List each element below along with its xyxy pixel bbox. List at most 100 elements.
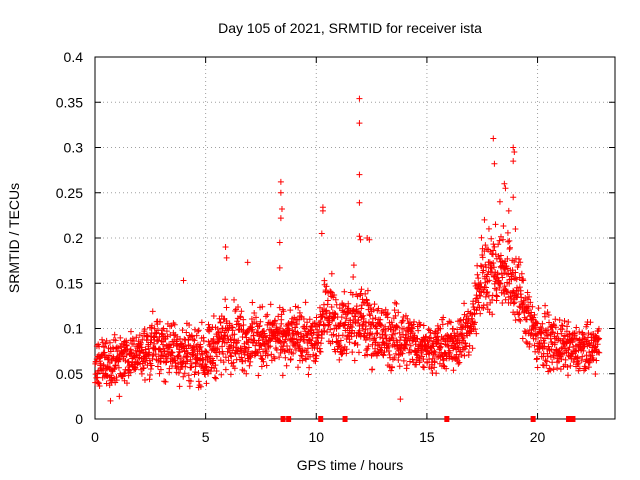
- data-point: [362, 290, 369, 297]
- data-point: [373, 352, 380, 359]
- data-point: [272, 317, 279, 324]
- data-point: [358, 305, 365, 312]
- data-point: [413, 361, 420, 368]
- data-point: [191, 337, 198, 344]
- data-point: [138, 370, 145, 377]
- data-point: [471, 311, 478, 318]
- data-point: [195, 327, 202, 334]
- data-point: [545, 312, 552, 319]
- y-tick-label: 0.4: [64, 49, 84, 65]
- data-point: [499, 299, 506, 306]
- data-point: [158, 330, 165, 337]
- y-tick-label: 0: [75, 411, 83, 427]
- data-point: [96, 343, 103, 350]
- data-point: [504, 255, 511, 262]
- data-point: [356, 309, 363, 316]
- data-point: [493, 297, 500, 304]
- data-point: [205, 321, 212, 328]
- data-point: [185, 372, 192, 379]
- y-tick-label: 0.15: [56, 275, 83, 291]
- data-point: [248, 336, 255, 343]
- data-point: [343, 315, 350, 322]
- data-point: [492, 221, 499, 228]
- data-point: [195, 378, 202, 385]
- data-point: [186, 383, 193, 390]
- data-point: [415, 327, 422, 334]
- data-point: [213, 346, 220, 353]
- data-point: [563, 339, 570, 346]
- data-point: [132, 366, 139, 373]
- data-point: [590, 356, 597, 363]
- data-point: [576, 365, 583, 372]
- data-point: [407, 342, 414, 349]
- data-point: [364, 287, 371, 294]
- data-point: [450, 355, 457, 362]
- data-point: [538, 330, 545, 337]
- data-point: [455, 360, 462, 367]
- data-point: [403, 331, 410, 338]
- data-point: [399, 318, 406, 325]
- data-point: [107, 397, 114, 404]
- data-point: [400, 313, 407, 320]
- data-point: [156, 318, 163, 325]
- data-point: [544, 353, 551, 360]
- data-point: [175, 352, 182, 359]
- data-point: [276, 354, 283, 361]
- y-tick-label: 0.35: [56, 94, 83, 110]
- data-point: [400, 357, 407, 364]
- data-point: [542, 357, 549, 364]
- data-point: [286, 346, 293, 353]
- data-point: [193, 360, 200, 367]
- data-point: [347, 323, 354, 330]
- data-point: [583, 352, 590, 359]
- data-point: [377, 347, 384, 354]
- x-axis-label: GPS time / hours: [297, 457, 404, 473]
- data-point: [151, 340, 158, 347]
- data-point: [234, 303, 241, 310]
- data-point: [230, 359, 237, 366]
- data-point: [485, 225, 492, 232]
- data-point: [228, 353, 235, 360]
- data-point: [380, 352, 387, 359]
- data-point: [411, 332, 418, 339]
- data-point: [443, 365, 450, 372]
- data-point: [211, 374, 218, 381]
- data-point: [117, 334, 124, 341]
- data-point: [505, 207, 512, 214]
- data-point: [502, 266, 509, 273]
- data-point: [177, 355, 184, 362]
- data-point: [279, 372, 286, 379]
- data-point: [354, 341, 361, 348]
- data-point: [496, 284, 503, 291]
- data-point: [403, 362, 410, 369]
- data-point: [552, 316, 559, 323]
- data-point: [447, 319, 454, 326]
- data-point: [522, 295, 529, 301]
- data-point: [410, 318, 417, 325]
- data-point: [405, 326, 412, 333]
- data-point: [189, 333, 196, 340]
- data-point: [486, 277, 493, 284]
- data-point: [252, 314, 259, 321]
- data-point: [431, 364, 438, 371]
- data-point: [456, 318, 463, 325]
- data-point: [186, 321, 193, 328]
- gap-marker: [570, 416, 576, 422]
- data-point: [147, 371, 154, 378]
- gap-marker: [444, 416, 450, 422]
- data-point: [229, 324, 236, 331]
- data-point: [546, 319, 553, 326]
- data-point: [586, 358, 593, 365]
- data-point: [517, 259, 524, 266]
- data-point: [295, 304, 302, 311]
- data-point: [120, 373, 127, 380]
- data-point: [281, 348, 288, 355]
- data-point: [277, 178, 284, 185]
- data-point: [517, 317, 524, 324]
- data-point: [306, 316, 313, 323]
- data-point: [196, 345, 203, 352]
- data-point: [116, 393, 123, 400]
- data-point: [123, 342, 130, 349]
- data-point: [319, 207, 326, 214]
- data-point: [160, 325, 167, 332]
